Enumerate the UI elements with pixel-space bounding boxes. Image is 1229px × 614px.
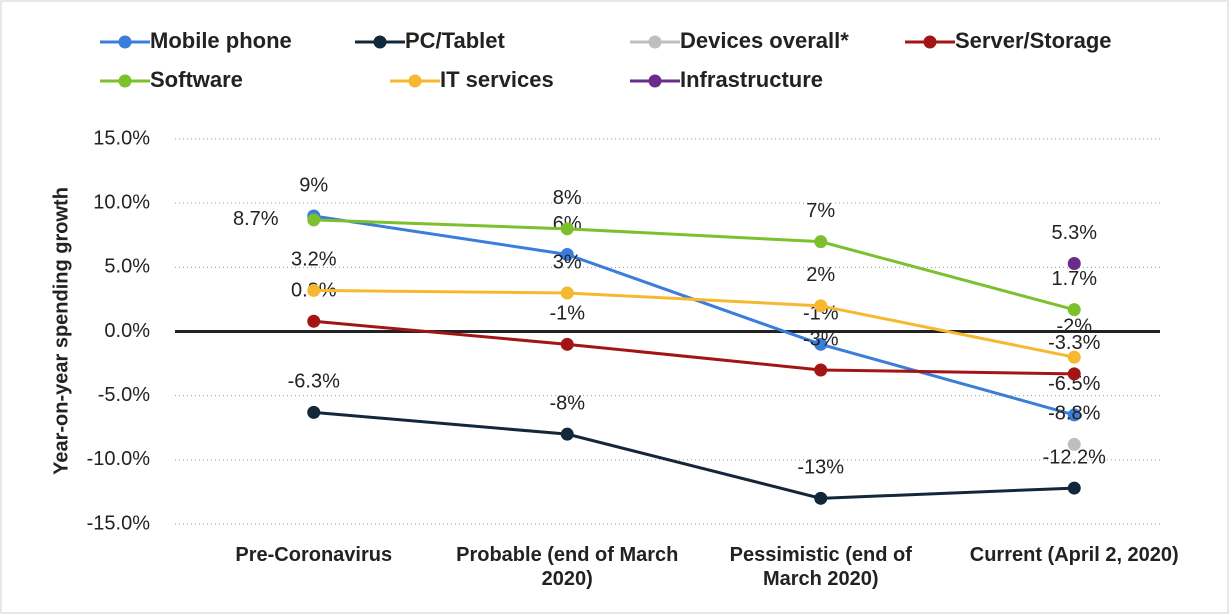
data-label: -6.5% — [1048, 373, 1100, 395]
data-label: -6.3% — [288, 371, 340, 393]
legend-label: Infrastructure — [680, 67, 823, 92]
point — [1067, 350, 1081, 364]
legend-marker — [648, 74, 662, 88]
point — [1067, 256, 1081, 270]
y-tick-label: 0.0% — [104, 320, 150, 342]
y-tick-label: -15.0% — [87, 512, 151, 534]
data-label: 8% — [553, 187, 582, 209]
data-label: -1% — [549, 303, 585, 325]
data-label: 3% — [553, 251, 582, 273]
point — [560, 286, 574, 300]
legend-label: Devices overall* — [680, 28, 849, 53]
data-label: -13% — [797, 457, 844, 479]
legend-label: Software — [150, 67, 243, 92]
point — [560, 222, 574, 236]
data-label: 1.7% — [1051, 268, 1097, 290]
data-label: 9% — [299, 174, 328, 196]
legend-marker — [118, 74, 132, 88]
y-axis-title: Year-on-year spending growth — [50, 187, 72, 475]
legend-label: Mobile phone — [150, 28, 292, 53]
series-line — [313, 288, 1075, 359]
legend-label: PC/Tablet — [405, 28, 506, 53]
x-tick-label: Probable (end of March 2020) — [456, 544, 679, 590]
data-label: 8.7% — [233, 208, 279, 230]
point — [814, 299, 828, 313]
point — [1067, 303, 1081, 317]
point — [560, 427, 574, 441]
series-line — [313, 214, 1075, 417]
data-label: -8% — [549, 392, 585, 414]
data-label: -8.8% — [1048, 403, 1100, 425]
x-tick-label: Pre-Coronavirus — [235, 544, 393, 566]
point — [814, 235, 828, 249]
x-tick-label: Pessimistic (end of March 2020) — [729, 544, 912, 590]
y-tick-label: 10.0% — [93, 191, 150, 213]
x-tick-label: Current (April 2, 2020) — [969, 544, 1179, 566]
point — [307, 283, 321, 297]
data-label: 7% — [806, 200, 835, 222]
legend-label: Server/Storage — [955, 28, 1112, 53]
data-label: -2% — [1056, 315, 1092, 337]
point — [560, 337, 574, 351]
data-label: 2% — [806, 264, 835, 286]
data-label: -3.3% — [1048, 332, 1100, 354]
legend-marker — [408, 74, 422, 88]
point — [307, 405, 321, 419]
legend-marker — [648, 35, 662, 49]
point — [814, 337, 828, 351]
point — [307, 213, 321, 227]
legend-marker — [118, 35, 132, 49]
series-line — [313, 410, 1075, 500]
data-label: -12.2% — [1043, 446, 1107, 468]
y-tick-label: 5.0% — [104, 256, 150, 278]
point — [814, 491, 828, 505]
y-tick-label: -10.0% — [87, 448, 151, 470]
series-line — [313, 319, 1075, 376]
point — [1067, 367, 1081, 381]
data-label: 5.3% — [1051, 222, 1097, 244]
point — [560, 248, 574, 261]
point — [307, 314, 321, 328]
legend-label: IT services — [440, 67, 554, 92]
series-line — [313, 218, 1075, 312]
y-tick-label: 15.0% — [93, 127, 150, 149]
point — [1067, 408, 1081, 422]
data-label: -3% — [803, 328, 839, 350]
point — [1067, 437, 1081, 451]
y-tick-label: -5.0% — [98, 384, 150, 406]
point — [814, 363, 828, 377]
legend-marker — [373, 35, 387, 49]
legend-marker — [923, 35, 937, 49]
data-label: 3.2% — [291, 249, 337, 271]
point — [1067, 481, 1081, 495]
